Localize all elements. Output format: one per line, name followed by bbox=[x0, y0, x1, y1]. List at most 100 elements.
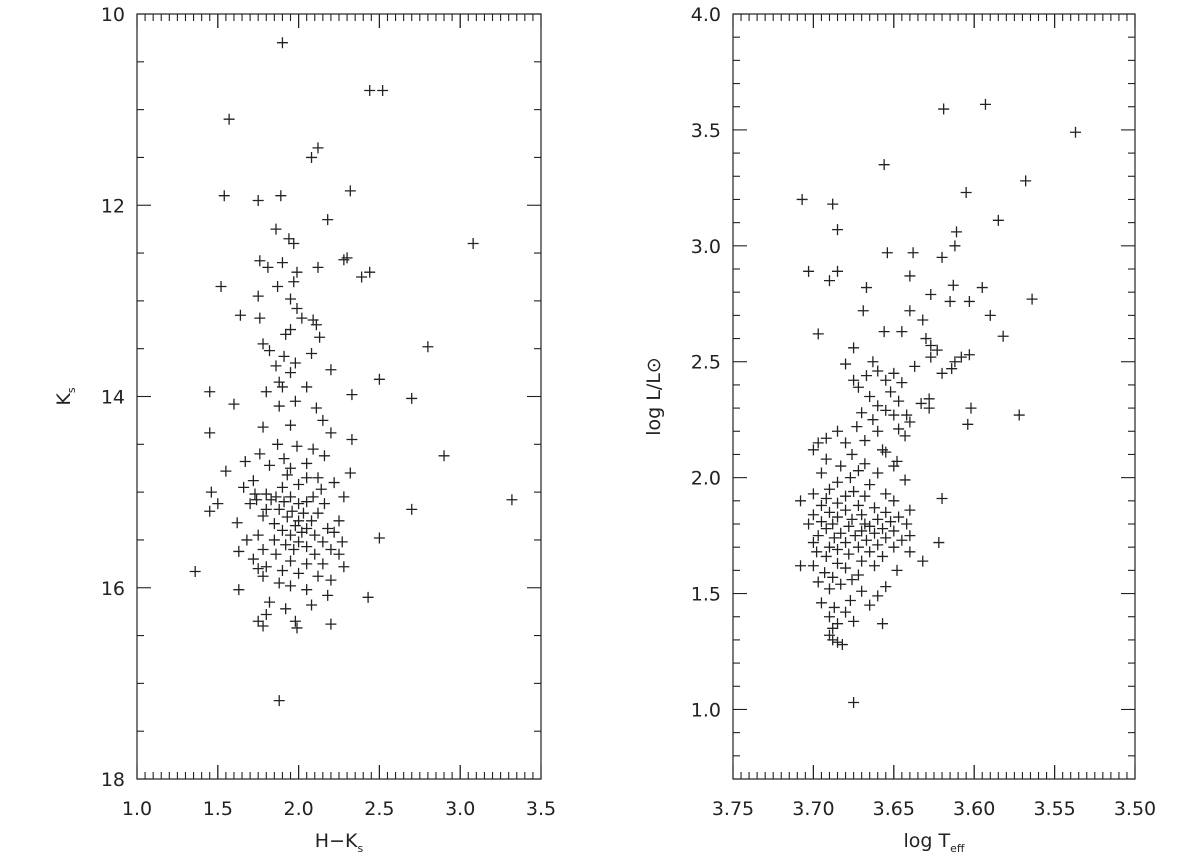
data-point bbox=[285, 491, 297, 503]
data-point bbox=[333, 515, 345, 527]
data-point bbox=[306, 347, 318, 359]
data-point bbox=[315, 483, 327, 495]
data-point bbox=[843, 520, 855, 532]
data-point bbox=[338, 491, 350, 503]
data-point bbox=[872, 539, 884, 551]
y-tick-label: 18 bbox=[101, 769, 125, 791]
data-point bbox=[338, 254, 350, 266]
data-point bbox=[849, 530, 861, 542]
data-point bbox=[832, 425, 844, 437]
data-point bbox=[260, 488, 272, 500]
data-point bbox=[1020, 175, 1032, 187]
data-point bbox=[260, 503, 272, 515]
data-point bbox=[1026, 293, 1038, 305]
data-point bbox=[204, 386, 216, 398]
data-point bbox=[872, 365, 884, 377]
data-point bbox=[252, 563, 264, 575]
data-point bbox=[301, 457, 313, 469]
y-tick-label: 2.0 bbox=[691, 468, 721, 490]
data-point bbox=[291, 303, 303, 315]
y-tick-label: 4.0 bbox=[691, 4, 721, 26]
x-tick-label: 3.75 bbox=[712, 798, 754, 820]
data-point bbox=[812, 530, 824, 542]
data-point bbox=[904, 270, 916, 282]
data-point bbox=[936, 367, 948, 379]
data-point bbox=[907, 247, 919, 259]
data-point bbox=[264, 459, 276, 471]
data-point bbox=[880, 488, 892, 500]
data-point bbox=[265, 494, 277, 506]
data-point bbox=[233, 545, 245, 557]
data-point bbox=[293, 498, 305, 510]
data-point bbox=[322, 214, 334, 226]
data-point bbox=[852, 381, 864, 393]
data-point bbox=[220, 465, 232, 477]
data-point bbox=[312, 570, 324, 582]
data-point bbox=[257, 421, 269, 433]
data-point bbox=[377, 85, 389, 96]
data-point bbox=[280, 539, 292, 551]
data-point bbox=[301, 381, 313, 393]
data-point bbox=[893, 423, 905, 435]
data-point bbox=[276, 565, 288, 577]
data-point bbox=[823, 583, 835, 595]
data-point bbox=[338, 561, 350, 573]
data-point bbox=[820, 432, 832, 444]
data-point bbox=[832, 476, 844, 488]
data-point bbox=[322, 522, 334, 534]
data-point bbox=[844, 472, 856, 484]
data-point bbox=[888, 409, 900, 421]
data-point bbox=[276, 481, 288, 493]
data-point bbox=[827, 571, 839, 583]
data-point bbox=[835, 578, 847, 590]
data-point bbox=[946, 363, 958, 375]
data-point bbox=[807, 444, 819, 456]
data-point bbox=[438, 450, 450, 462]
y-tick-label: 3.0 bbox=[691, 236, 721, 258]
data-point bbox=[260, 561, 272, 573]
data-point bbox=[820, 453, 832, 465]
data-point bbox=[289, 520, 301, 532]
plot-frame bbox=[732, 13, 1136, 780]
y-tick-label: 2.5 bbox=[691, 352, 721, 374]
data-point bbox=[325, 427, 337, 439]
data-point bbox=[811, 546, 823, 558]
data-point bbox=[306, 599, 318, 611]
data-point bbox=[325, 574, 337, 586]
data-point bbox=[285, 419, 297, 431]
data-point bbox=[917, 314, 929, 326]
data-point bbox=[893, 395, 905, 407]
data-point bbox=[807, 560, 819, 572]
data-point bbox=[285, 324, 297, 336]
data-point bbox=[885, 516, 897, 528]
data-point bbox=[823, 483, 835, 495]
data-point bbox=[815, 597, 827, 609]
data-point bbox=[312, 261, 324, 273]
data-point bbox=[373, 532, 385, 544]
data-point bbox=[231, 517, 243, 529]
data-point bbox=[244, 498, 256, 510]
data-point bbox=[273, 400, 285, 412]
data-point bbox=[840, 490, 852, 502]
data-point bbox=[896, 377, 908, 389]
data-point bbox=[832, 511, 844, 523]
x-tick-label: 1.5 bbox=[203, 798, 233, 820]
data-point bbox=[317, 536, 329, 548]
data-point bbox=[1070, 126, 1081, 138]
data-point bbox=[823, 506, 835, 518]
data-point bbox=[297, 507, 309, 519]
data-point bbox=[239, 456, 251, 468]
data-point bbox=[880, 404, 892, 416]
data-point bbox=[288, 544, 300, 555]
data-point bbox=[795, 560, 807, 572]
left-panel-ks-vs-h-minus-ks: 1.0 1.5 2.0 2.5 3.0 3.5 10 12 14 16 18 H−Ks Ks bbox=[53, 4, 556, 855]
data-point bbox=[920, 333, 932, 345]
data-point bbox=[344, 185, 356, 197]
data-point bbox=[878, 326, 890, 338]
data-point bbox=[281, 511, 293, 523]
data-point bbox=[272, 281, 284, 293]
data-point bbox=[223, 113, 235, 125]
data-point bbox=[218, 190, 230, 202]
data-point bbox=[925, 340, 937, 351]
